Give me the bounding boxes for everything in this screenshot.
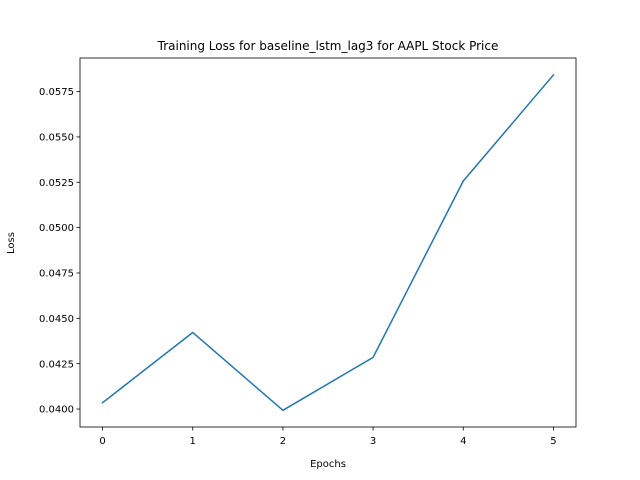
plot-area bbox=[80, 58, 576, 427]
series-layer bbox=[101, 73, 555, 412]
y-axis-ticks: 0.0400 0.0425 0.0450 0.0475 0.0500 0.0525 0.05… bbox=[39, 87, 80, 416]
y-tick-label: 0.0475 bbox=[39, 269, 74, 280]
y-tick-label: 0.0575 bbox=[39, 87, 74, 98]
y-tick-label: 0.0425 bbox=[39, 359, 74, 370]
x-axis-title: Epochs bbox=[310, 459, 346, 470]
x-axis-ticks: 0 1 2 3 4 5 bbox=[99, 427, 557, 447]
x-tick-label: 5 bbox=[550, 436, 556, 447]
y-tick-label: 0.0550 bbox=[39, 133, 74, 144]
y-tick-label: 0.0450 bbox=[39, 314, 74, 325]
y-tick-label: 0.0525 bbox=[39, 178, 74, 189]
y-tick-label: 0.0400 bbox=[39, 405, 74, 416]
y-tick-label: 0.0500 bbox=[39, 223, 74, 234]
series-line bbox=[101, 73, 555, 412]
x-tick-label: 2 bbox=[280, 436, 286, 447]
plot-frame bbox=[79, 57, 577, 428]
x-tick-label: 1 bbox=[190, 436, 196, 447]
x-tick-label: 0 bbox=[99, 436, 105, 447]
y-axis-title: Loss bbox=[6, 232, 17, 254]
x-tick-label: 3 bbox=[370, 436, 376, 447]
chart-title: Training Loss for baseline_lstm_lag3 for… bbox=[157, 39, 499, 53]
x-tick-label: 4 bbox=[460, 436, 466, 447]
